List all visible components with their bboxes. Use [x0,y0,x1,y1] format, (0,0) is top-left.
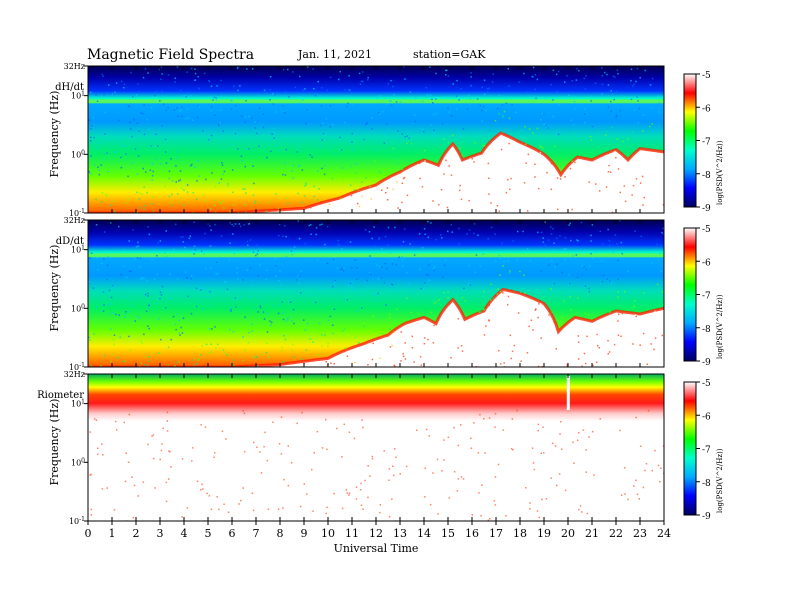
x-tick-label: 21 [585,527,599,540]
ridge-line [88,287,664,367]
x-tick-label: 17 [489,527,503,540]
colorbar-tick-label: -9 [702,204,711,214]
y-tick-label: 10-1 [69,208,85,218]
colorbar-tick-label: -8 [702,479,711,489]
colorbar-tick-label: -6 [702,412,711,422]
chart-station: station=GAK [413,48,486,61]
colorbar-tick-label: -8 [702,171,711,181]
colorbar-tick-label: -6 [702,104,711,114]
spectrogram-2 [88,374,664,521]
x-tick-label: 13 [393,527,407,540]
x-tick-label: 19 [537,527,551,540]
colorbar-label: log(PSD(V^2/Hz)) [716,294,724,359]
colorbar-tick-label: -7 [702,292,711,302]
x-tick-label: 2 [133,527,140,540]
y-tick-label: 10-1 [69,362,85,372]
x-tick-label: 6 [229,527,236,540]
x-tick-label: 23 [633,527,647,540]
x-tick-label: 9 [301,527,308,540]
panel-name-label: dD/dt [56,236,84,247]
y-axis-label: Frequency (Hz) [48,91,61,178]
colorbar-tick-label: -9 [702,358,711,368]
x-tick-label: 14 [417,527,431,540]
colorbar-label: log(PSD(V^2/Hz)) [716,140,724,205]
colorbar-tick-label: -9 [702,512,711,522]
y-tick-label: 101 [71,399,85,409]
y-tick-label: 100 [71,457,85,467]
panel-name-label: Riometer [37,390,84,401]
y-tick-label: 100 [71,303,85,313]
spectrogram-1 [88,220,664,367]
chart-date: Jan. 11, 2021 [297,48,372,61]
x-tick-label: 15 [441,527,455,540]
quiet-region [88,133,664,213]
x-tick-label: 24 [657,527,671,540]
y-tick-label: 101 [71,245,85,255]
x-tick-label: 8 [277,527,284,540]
colorbar-tick-label: -7 [702,138,711,148]
y-axis-label: Frequency (Hz) [48,245,61,332]
colorbar-tick-label: -8 [702,325,711,335]
colorbar-label: log(PSD(V^2/Hz)) [716,448,724,513]
colorbar [683,73,697,208]
x-tick-label: 11 [345,527,359,540]
colorbar-tick-label: -5 [702,71,711,81]
x-tick-label: 3 [157,527,164,540]
line-band-8hz [88,99,664,104]
y-tick-label: 32Hz [64,370,85,379]
y-tick-label: 10-1 [69,516,85,526]
panel-name-label: dH/dt [55,82,84,93]
data-gap [566,376,570,410]
colorbar [683,227,697,362]
line-band-8hz [88,253,664,258]
x-tick-label: 5 [205,527,212,540]
colorbar [683,381,697,516]
colorbar-tick-label: -5 [702,379,711,389]
ridge-line [88,131,664,213]
colorbar-tick-label: -6 [702,258,711,268]
x-tick-label: 12 [369,527,383,540]
x-tick-label: 20 [561,527,575,540]
x-tick-label: 22 [609,527,623,540]
x-tick-label: 7 [253,527,260,540]
x-tick-label: 16 [465,527,479,540]
spectrogram-0 [88,66,664,213]
x-axis-label: Universal Time [334,542,419,555]
y-tick-label: 101 [71,91,85,101]
chart-title: Magnetic Field Spectra [87,47,254,63]
y-axis-label: Frequency (Hz) [48,399,61,486]
y-tick-label: 32Hz [64,216,85,225]
x-tick-label: 1 [109,527,116,540]
x-tick-label: 10 [321,527,335,540]
x-tick-label: 18 [513,527,527,540]
y-tick-label: 32Hz [64,62,85,71]
x-tick-label: 0 [85,527,92,540]
quiet-region [88,289,664,367]
colorbar-tick-label: -5 [702,225,711,235]
colorbar-tick-label: -7 [702,446,711,456]
x-tick-label: 4 [181,527,188,540]
y-tick-label: 100 [71,149,85,159]
spectrogram-background [88,374,664,521]
